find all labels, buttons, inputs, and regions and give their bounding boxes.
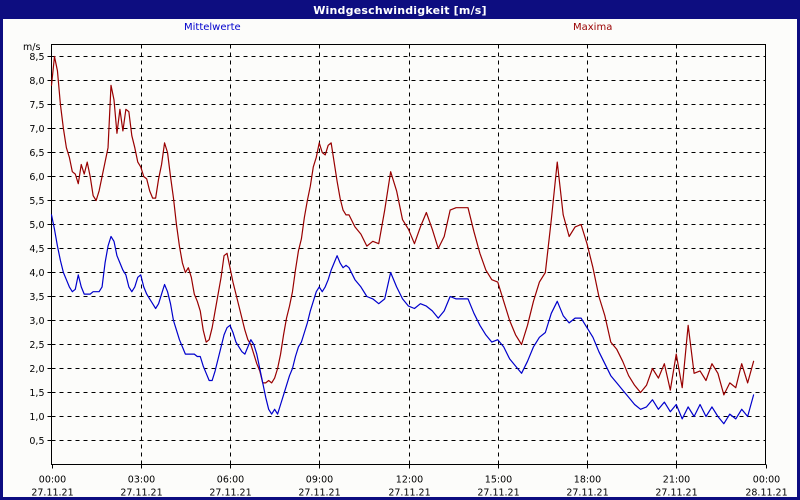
chart-legend: Mittelwerte Maxima xyxy=(3,22,797,36)
horizontal-gridlines xyxy=(51,56,766,441)
y-axis-tick-label: 2,5 xyxy=(29,340,44,351)
window-title-bar: Windgeschwindigkeit [m/s] xyxy=(3,3,797,19)
x-axis-date-label: 27.11.21 xyxy=(209,488,251,498)
y-axis-tick-label: 8,5 xyxy=(29,52,44,63)
x-axis-date-label: 27.11.21 xyxy=(31,488,73,498)
x-axis-time-label: 12:00 xyxy=(396,475,423,486)
series-line-mittelwerte xyxy=(50,214,755,425)
x-axis-date-label: 27.11.21 xyxy=(388,488,430,498)
y-axis-tick-label: 1,5 xyxy=(29,388,44,399)
x-axis-time-label: 06:00 xyxy=(217,475,244,486)
x-axis-date-label: 27.11.21 xyxy=(566,488,608,498)
x-axis-time-label: 18:00 xyxy=(574,475,601,486)
y-axis-tick-label: 2,0 xyxy=(29,364,44,375)
x-axis-time-label: 09:00 xyxy=(306,475,333,486)
x-axis-date-label: 27.11.21 xyxy=(298,488,340,498)
vertical-gridlines xyxy=(141,44,677,465)
y-axis-tick-label: 5,0 xyxy=(29,220,44,231)
y-axis-tick-label: 6,0 xyxy=(29,172,44,183)
y-axis-tick-label: 5,5 xyxy=(29,196,44,207)
x-axis-date-label: 27.11.21 xyxy=(655,488,697,498)
x-axis-time-label: 03:00 xyxy=(128,475,155,486)
y-axis-tick-label: 3,0 xyxy=(29,316,44,327)
y-axis-tick-label: 3,5 xyxy=(29,292,44,303)
y-axis-tick-label: 4,5 xyxy=(29,244,44,255)
y-axis-tick-label: 7,0 xyxy=(29,124,44,135)
x-axis-time-label: 00:00 xyxy=(39,475,66,486)
x-axis-time-label: 21:00 xyxy=(663,475,690,486)
x-axis-date-label: 27.11.21 xyxy=(477,488,519,498)
x-axis-date-label: 28.11.21 xyxy=(745,488,787,498)
window-title: Windgeschwindigkeit [m/s] xyxy=(313,4,487,17)
y-axis-tick-label: 4,0 xyxy=(29,268,44,279)
x-axis-date-label: 27.11.21 xyxy=(120,488,162,498)
x-axis-tick-marks xyxy=(52,464,767,469)
chart-plot-area: 8,5 8,0 7,5 7,0 6,5 6,0 5,5 5,0 4,5 4,0 3,5 3,0 2,5 2… xyxy=(3,3,797,497)
y-axis-tick-labels: 8,5 8,0 7,5 7,0 6,5 6,0 5,5 5,0 4,5 4,0 3,5 3,0 2,5 2… xyxy=(29,52,44,447)
y-axis-tick-label: 0,5 xyxy=(29,436,44,447)
x-axis-time-label: 15:00 xyxy=(485,475,512,486)
x-axis-time-label: 00:00 xyxy=(753,475,780,486)
y-axis-tick-label: 8,0 xyxy=(29,76,44,87)
plot-frame xyxy=(51,44,766,465)
chart-svg: 8,5 8,0 7,5 7,0 6,5 6,0 5,5 5,0 4,5 4,0 3,5 3,0 2,5 2… xyxy=(23,42,788,498)
y-axis-unit-label: m/s xyxy=(23,42,40,53)
legend-item-maxima: Maxima xyxy=(573,22,613,33)
series-line-maxima xyxy=(50,55,755,396)
y-axis-tick-label: 6,5 xyxy=(29,148,44,159)
x-axis-tick-labels: 00:00 27.11.21 03:00 27.11.21 06:00 27.11.21 0… xyxy=(31,475,787,498)
y-axis-tick-label: 7,5 xyxy=(29,100,44,111)
y-axis-tick-label: 1,0 xyxy=(29,412,44,423)
legend-item-mittelwerte: Mittelwerte xyxy=(184,22,241,33)
y-axis-tick-marks xyxy=(47,56,52,441)
